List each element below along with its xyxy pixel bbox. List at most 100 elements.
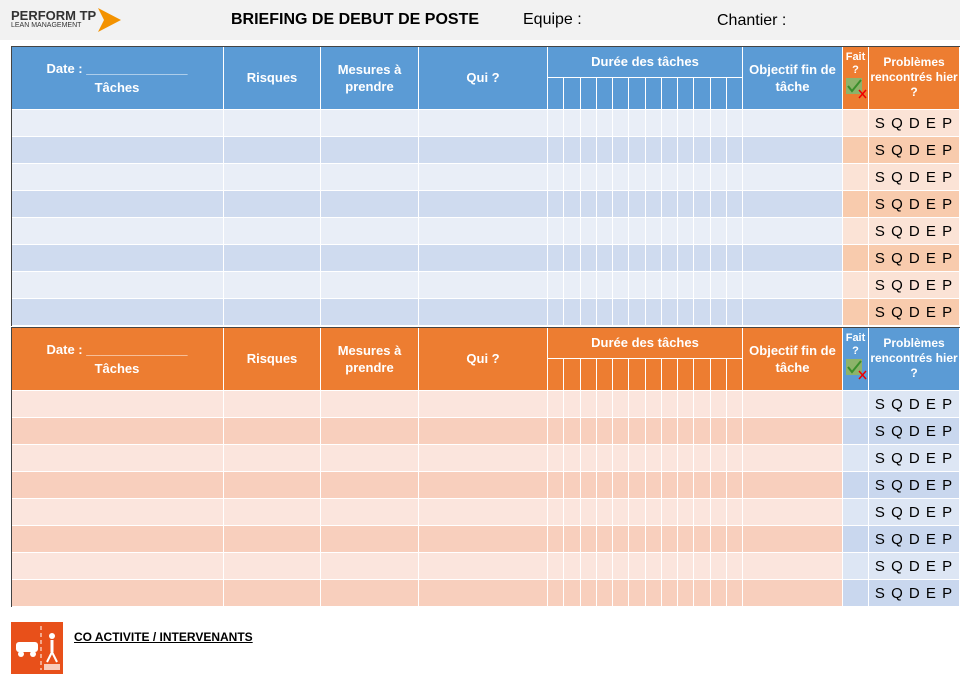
duration-cell	[645, 580, 662, 607]
duration-cell	[661, 418, 678, 445]
duration-cell	[694, 499, 711, 526]
who-cell	[419, 472, 548, 499]
done-cell	[843, 391, 869, 418]
objective-cell	[743, 472, 843, 499]
duration-cell	[564, 418, 581, 445]
tasks-cell	[11, 245, 224, 272]
header-measures: Mesures à prendre	[321, 46, 419, 110]
header-tasks: Date : ______________ Tâches	[11, 327, 224, 391]
duration-cell	[596, 245, 613, 272]
who-cell	[419, 218, 548, 245]
duration-cell	[726, 191, 743, 218]
done-cell	[843, 499, 869, 526]
duration-cell	[694, 418, 711, 445]
duration-cell	[580, 137, 597, 164]
header-who: Qui ?	[419, 46, 548, 110]
sqdep: S Q D E P	[869, 391, 960, 418]
objective-cell	[743, 445, 843, 472]
duration-cell	[694, 218, 711, 245]
duration-cell	[629, 218, 646, 245]
duration-cell	[613, 553, 630, 580]
duration-cell	[580, 499, 597, 526]
duration-cell	[596, 137, 613, 164]
done-cell	[843, 218, 869, 245]
duration-cell	[678, 445, 695, 472]
duration-cell	[613, 472, 630, 499]
duration-cell	[694, 191, 711, 218]
sqdep: S Q D E P	[869, 418, 960, 445]
who-cell	[419, 164, 548, 191]
duration-cell	[645, 110, 662, 137]
duration-cell	[645, 391, 662, 418]
duration-cell	[580, 526, 597, 553]
duration-cell	[596, 218, 613, 245]
duration-cell	[710, 391, 727, 418]
duration-cell	[564, 191, 581, 218]
objective-cell	[743, 191, 843, 218]
duration-cell	[678, 553, 695, 580]
duration-cell	[548, 164, 565, 191]
duration-cell	[564, 526, 581, 553]
who-cell	[419, 391, 548, 418]
duration-slot	[548, 359, 565, 391]
tasks-cell	[11, 218, 224, 245]
duration-cell	[678, 499, 695, 526]
done-cell	[843, 580, 869, 607]
who-cell	[419, 299, 548, 326]
duration-cell	[613, 137, 630, 164]
duration-cell	[613, 110, 630, 137]
header-objective: Objectif fin de tâche	[743, 46, 843, 110]
duration-cell	[629, 472, 646, 499]
duration-cell	[596, 299, 613, 326]
top-bar	[0, 0, 960, 40]
measures-cell	[321, 553, 419, 580]
duration-cell	[548, 472, 565, 499]
sqdep: S Q D E P	[869, 445, 960, 472]
duration-cell	[661, 553, 678, 580]
risks-cell	[224, 580, 321, 607]
measures-cell	[321, 218, 419, 245]
duration-cell	[548, 418, 565, 445]
duration-cell	[678, 164, 695, 191]
duration-cell	[629, 580, 646, 607]
duration-cell	[710, 580, 727, 607]
duration-cell	[678, 110, 695, 137]
duration-cell	[629, 191, 646, 218]
duration-cell	[710, 110, 727, 137]
duration-cell	[613, 499, 630, 526]
duration-cell	[548, 110, 565, 137]
duration-cell	[645, 472, 662, 499]
done-cell	[843, 245, 869, 272]
duration-cell	[694, 110, 711, 137]
brand-arrow	[98, 8, 121, 32]
brand-sub: LEAN MANAGEMENT	[11, 22, 82, 29]
done-cell	[843, 299, 869, 326]
duration-slot	[580, 359, 597, 391]
duration-cell	[661, 499, 678, 526]
tasks-cell	[11, 191, 224, 218]
duration-cell	[678, 245, 695, 272]
measures-cell	[321, 445, 419, 472]
duration-cell	[580, 472, 597, 499]
duration-cell	[548, 245, 565, 272]
duration-cell	[580, 110, 597, 137]
duration-cell	[548, 580, 565, 607]
duration-cell	[694, 580, 711, 607]
objective-cell	[743, 164, 843, 191]
who-cell	[419, 191, 548, 218]
measures-cell	[321, 472, 419, 499]
who-cell	[419, 499, 548, 526]
duration-slot	[564, 359, 581, 391]
objective-cell	[743, 245, 843, 272]
risks-cell	[224, 245, 321, 272]
header-problems: Problèmes rencontrés hier ?	[869, 327, 960, 391]
duration-cell	[710, 218, 727, 245]
duration-slot	[726, 78, 743, 110]
duration-cell	[564, 553, 581, 580]
duration-cell	[613, 191, 630, 218]
duration-cell	[580, 191, 597, 218]
duration-cell	[710, 299, 727, 326]
coactivity-icon	[11, 622, 63, 674]
duration-cell	[596, 272, 613, 299]
sqdep: S Q D E P	[869, 218, 960, 245]
